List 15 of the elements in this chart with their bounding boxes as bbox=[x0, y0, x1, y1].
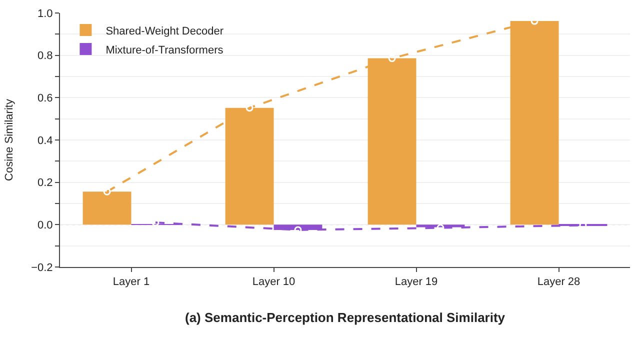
x-tick-label: Layer 19 bbox=[394, 276, 438, 288]
y-tick-label: 0.6 bbox=[38, 92, 53, 105]
y-axis-title: Cosine Similarity bbox=[4, 98, 16, 181]
x-tick-label: Layer 10 bbox=[252, 276, 296, 288]
y-tick-label: −0.2 bbox=[31, 262, 53, 274]
x-tick-label: Layer 28 bbox=[537, 276, 580, 288]
y-tick-label: 0.4 bbox=[38, 134, 53, 147]
legend-label: Shared-Weight Decoder bbox=[106, 25, 224, 38]
x-tick-label: Layer 1 bbox=[112, 276, 150, 288]
y-tick-label: 0.2 bbox=[38, 177, 53, 190]
legend-label: Mixture-of-Transformers bbox=[106, 44, 224, 56]
y-tick-label: 0.8 bbox=[38, 50, 53, 62]
y-tick-label: 1.0 bbox=[38, 8, 53, 20]
y-tick-label: 0.0 bbox=[38, 220, 53, 232]
text: (a) Semantic-Perception Representational Similarity bbox=[185, 310, 506, 325]
